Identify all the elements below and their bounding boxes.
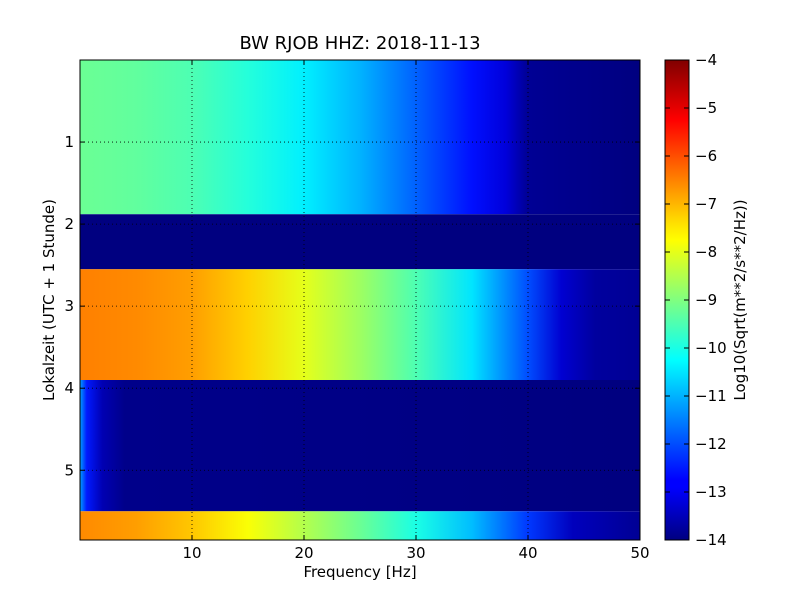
x-tick-label: 50 (630, 544, 649, 562)
x-tick-label: 40 (518, 544, 537, 562)
colorbar-tick-label: −8 (695, 243, 717, 261)
x-axis-ticks: 10 20 30 40 50 (182, 60, 650, 562)
colorbar-tick-label: −10 (695, 339, 727, 357)
spectrogram-segment (80, 380, 640, 512)
colorbar-tick-label: −11 (695, 387, 727, 405)
colorbar-tick-label: −9 (695, 291, 717, 309)
colorbar-label: Log10(Sqrt(m**2/s**2/Hz)) (731, 199, 749, 400)
y-axis-ticks: 1 2 3 4 5 (64, 133, 640, 479)
x-axis-label: Frequency [Hz] (303, 563, 416, 581)
spectrogram-segment (80, 60, 640, 215)
y-tick-label: 1 (64, 133, 74, 151)
colorbar-tick-label: −5 (695, 99, 717, 117)
y-tick-label: 3 (64, 297, 74, 315)
plot-area-frame (79, 59, 641, 541)
colorbar-tick-label: −12 (695, 435, 727, 453)
y-tick-label: 4 (64, 379, 74, 397)
colorbar-tick-label: −7 (695, 195, 717, 213)
chart-title: BW RJOB HHZ: 2018-11-13 (239, 33, 480, 54)
grid-lines (80, 60, 640, 540)
spectrogram-segment (80, 511, 640, 540)
x-tick-label: 30 (406, 544, 425, 562)
colorbar-tick-label: −6 (695, 147, 717, 165)
colorbar-ticks: −4 −5 −6 −7 −8 −9 −10 −11 −12 −13 −14 (665, 51, 727, 549)
spectrogram-heatmap (80, 60, 640, 540)
spectrogram-segment (80, 214, 640, 270)
colorbar-tick-label: −4 (695, 51, 717, 69)
y-axis-label: Lokalzeit (UTC + 1 Stunde) (40, 199, 58, 401)
colorbar-tick-label: −13 (695, 483, 727, 501)
x-tick-label: 20 (294, 544, 313, 562)
spectrogram-segment (80, 269, 640, 380)
y-tick-label: 2 (64, 215, 74, 233)
y-tick-label: 5 (64, 461, 74, 479)
colorbar-tick-label: −14 (695, 531, 727, 549)
x-tick-label: 10 (182, 544, 201, 562)
